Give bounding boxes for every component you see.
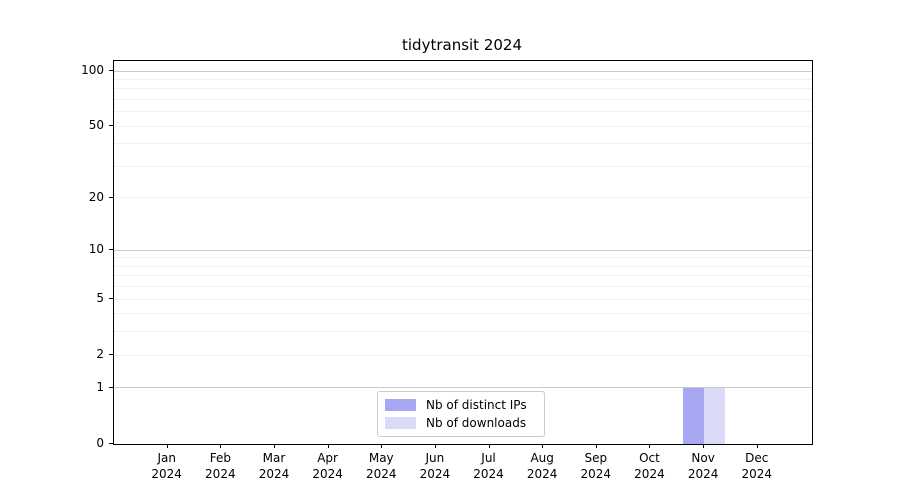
legend-label: Nb of downloads [426, 416, 527, 430]
x-tick-mark [595, 444, 597, 448]
x-tick-month: Jul [481, 451, 496, 465]
gridline-minor [114, 125, 812, 127]
x-axis-tick-label: Dec 2024 [725, 450, 789, 482]
legend: Nb of distinct IPs Nb of downloads [377, 391, 545, 437]
x-axis-tick-label: Jul 2024 [457, 450, 521, 482]
gridline-minor [114, 143, 812, 145]
y-tick-mark [109, 249, 113, 251]
chart-title: tidytransit 2024 [402, 36, 522, 54]
bar-distinct-ips [682, 387, 705, 444]
gridline-major [114, 70, 812, 72]
x-tick-month: Feb [209, 451, 231, 465]
x-tick-month: Apr [317, 451, 338, 465]
gridline-minor [114, 298, 812, 300]
gridline-minor [114, 111, 812, 113]
x-tick-month: May [368, 451, 394, 465]
gridline-minor [114, 78, 812, 80]
gridline-minor [114, 257, 812, 259]
x-tick-month: Dec [745, 451, 769, 465]
legend-swatch-downloads [385, 417, 416, 429]
x-axis-tick-label: Aug 2024 [510, 450, 574, 482]
x-tick-mark [381, 444, 383, 448]
gridline-minor [114, 286, 812, 288]
y-axis-tick-label: 1 [96, 379, 104, 394]
y-axis-tick-label: 20 [88, 189, 104, 204]
x-tick-year: 2024 [687, 467, 719, 481]
x-tick-month: Mar [262, 451, 286, 465]
y-axis-tick-label: 10 [88, 242, 104, 257]
y-axis-tick-label: 100 [81, 63, 104, 77]
gridline-major [114, 387, 812, 389]
x-tick-year: 2024 [741, 467, 772, 481]
x-tick-mark [488, 444, 490, 448]
legend-item: Nb of downloads [385, 416, 544, 431]
x-tick-year: 2024 [580, 467, 612, 481]
x-tick-year: 2024 [473, 467, 504, 481]
x-tick-year: 2024 [634, 467, 665, 481]
y-axis-tick-label: 0 [96, 436, 104, 450]
x-tick-month: Aug [530, 451, 554, 465]
x-axis-tick-label: Sep 2024 [564, 450, 628, 482]
gridline-minor [114, 313, 812, 315]
plot-area [113, 60, 813, 445]
y-tick-mark [109, 354, 113, 356]
y-tick-mark [109, 386, 113, 388]
x-tick-month: Jun [425, 451, 445, 465]
x-axis-tick-label: Feb 2024 [188, 450, 252, 482]
gridline-minor [114, 165, 812, 167]
y-tick-mark [109, 298, 113, 300]
x-tick-year: 2024 [365, 467, 397, 481]
x-tick-year: 2024 [526, 467, 558, 481]
x-tick-mark [703, 444, 705, 448]
x-tick-year: 2024 [419, 467, 451, 481]
legend-swatch-distinct-ips [385, 399, 416, 411]
x-tick-month: Sep [584, 451, 608, 465]
x-tick-year: 2024 [151, 467, 182, 481]
x-tick-mark [220, 444, 222, 448]
y-axis-tick-label: 2 [96, 347, 104, 362]
x-tick-year: 2024 [205, 467, 236, 481]
bar-downloads [704, 387, 726, 444]
legend-item: Nb of distinct IPs [385, 398, 544, 413]
x-axis-tick-label: Nov 2024 [671, 450, 735, 482]
x-tick-mark [649, 444, 651, 448]
y-tick-mark [109, 70, 113, 71]
x-tick-month: Oct [639, 451, 660, 465]
gridline-minor [114, 88, 812, 90]
y-tick-mark [109, 125, 113, 127]
gridline-minor [114, 275, 812, 277]
x-tick-mark [273, 444, 275, 448]
legend-label: Nb of distinct IPs [426, 398, 527, 412]
x-axis-tick-label: Oct 2024 [617, 450, 681, 482]
x-tick-mark [327, 444, 329, 448]
gridline-major [114, 249, 812, 251]
x-tick-month: Jan [157, 451, 176, 465]
x-tick-month: Nov [691, 451, 715, 465]
x-tick-mark [166, 444, 168, 448]
x-tick-mark [434, 444, 436, 448]
x-tick-year: 2024 [258, 467, 290, 481]
x-axis-tick-label: Mar 2024 [242, 450, 306, 482]
gridline-minor [114, 331, 812, 333]
y-axis-tick-label: 5 [96, 291, 104, 306]
x-axis-tick-label: Apr 2024 [296, 450, 360, 482]
x-axis-tick-label: Jun 2024 [403, 450, 467, 482]
y-tick-mark [109, 443, 113, 444]
gridline-minor [114, 98, 812, 100]
x-tick-year: 2024 [312, 467, 343, 481]
gridline-minor [114, 197, 812, 199]
x-tick-mark [756, 444, 758, 448]
gridline-minor [114, 265, 812, 267]
y-tick-mark [109, 196, 113, 198]
x-tick-mark [542, 444, 544, 448]
x-axis-tick-label: Jan 2024 [135, 450, 199, 482]
y-axis-tick-label: 50 [88, 118, 104, 133]
gridline-minor [114, 354, 812, 356]
x-axis-tick-label: May 2024 [349, 450, 413, 482]
